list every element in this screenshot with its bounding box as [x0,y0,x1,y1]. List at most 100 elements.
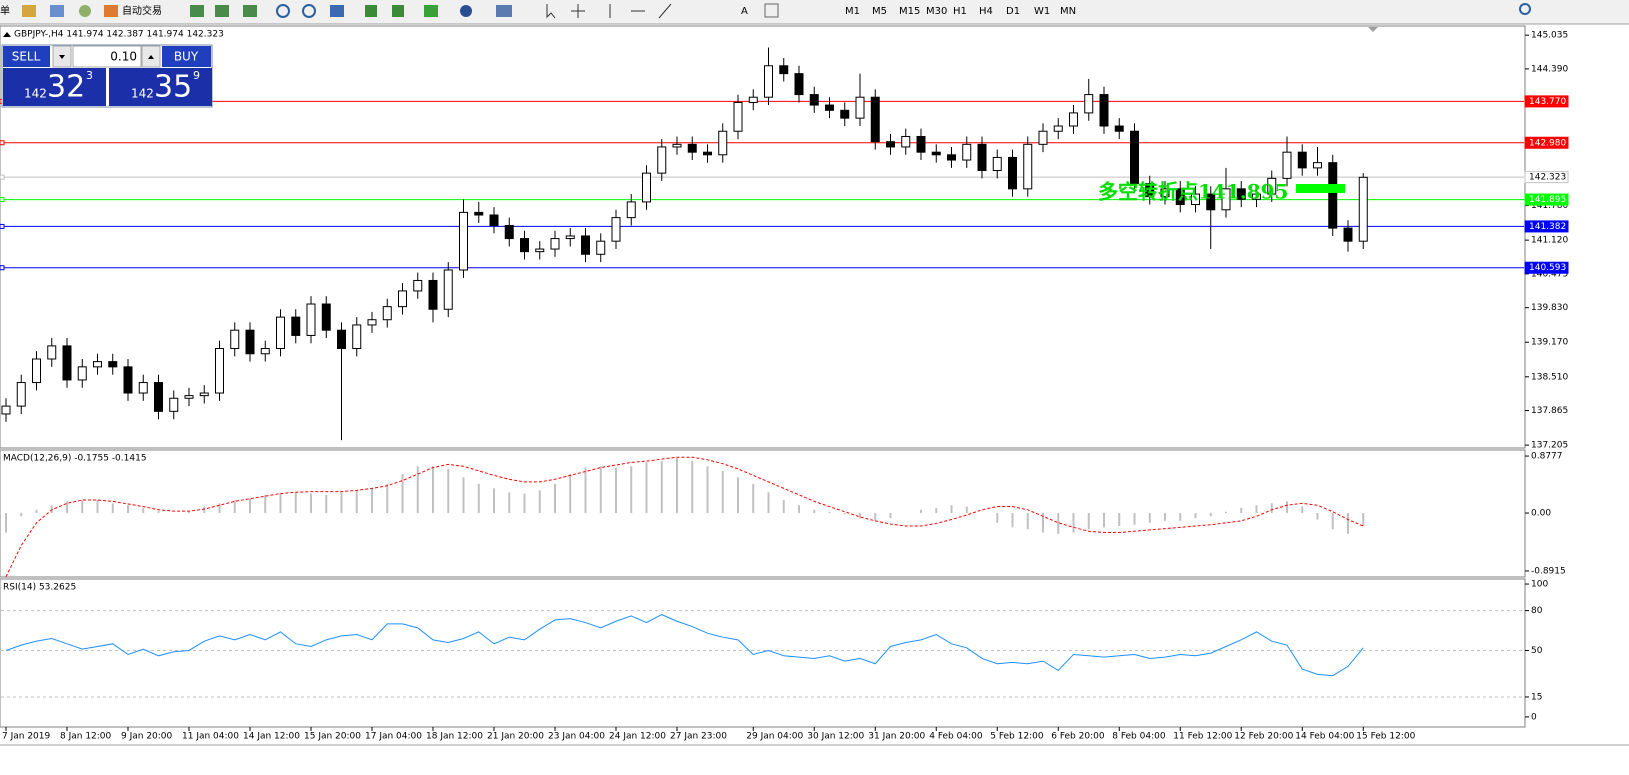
sell-fraction[interactable]: 3 [86,69,93,82]
y-tick-label: 141.120 [1531,236,1568,246]
candle-body [1191,193,1200,206]
level-label-box [1524,136,1569,149]
toolbar [0,0,1629,24]
timeframe[interactable]: M1 [845,6,860,17]
buy-button[interactable] [162,46,211,67]
candle-body [657,146,667,174]
lot-value[interactable]: 0.10 [110,50,137,64]
candle-body [245,329,255,355]
panel-icon [3,32,11,37]
timeframe[interactable]: D1 [1006,6,1020,17]
candle-body [428,279,438,310]
candle-body [291,316,301,336]
candle-body [1,405,11,415]
level-handle [0,174,5,180]
candle-body [962,143,972,161]
panel-title: RSI(14) 53.2625 [3,583,76,593]
x-tick-label: 18 Jan 12:00 [426,732,483,742]
candle-body [32,358,41,384]
candle-body [1297,151,1307,169]
candle-body [367,319,377,326]
buy-pips[interactable]: 35 [154,70,192,105]
timeframe[interactable]: M30 [926,6,947,17]
level-handle [0,140,5,146]
price-panel [0,25,1526,449]
y-tick-label: 50 [1531,646,1543,656]
toolbar-icons [22,3,1531,19]
lot-input[interactable] [72,45,142,68]
marker [1296,184,1345,193]
buy-label[interactable]: BUY [174,50,199,64]
icon [1519,3,1531,15]
timeframe[interactable]: W1 [1034,6,1050,17]
candle-body [489,214,499,226]
icon [330,5,344,17]
candle-body [1313,162,1322,169]
candle-body [764,65,773,98]
candle-body [1099,94,1109,127]
icon [104,5,118,17]
arrow [148,55,154,59]
candle-body [1358,176,1368,242]
buy-prefix[interactable]: 142 [131,87,154,101]
candle-body [443,269,453,310]
candle-body [1053,125,1063,132]
candle-body [1160,188,1170,198]
candle-body [642,172,651,203]
icon [460,5,472,17]
y-tick-label: 0 [1531,712,1537,722]
level-label: 140.593 [1529,263,1566,273]
candle-body [581,235,590,255]
buy-price-box[interactable] [109,68,212,106]
arrow [59,55,65,59]
auto-trading[interactable]: 自动交易 [122,4,162,17]
plots: GBPJPY-,H4 141.974 142.387 141.974 142.3… [0,30,1569,742]
level-handle [0,265,5,271]
candle-body [931,151,941,156]
candle-body [596,240,606,255]
x-tick-label: 11 Feb 12:00 [1173,732,1232,742]
candle-body [459,211,468,271]
x-tick-label: 8 Feb 04:00 [1112,732,1166,742]
y-tick-label: 144.390 [1531,64,1568,74]
level-label: 142.323 [1529,173,1566,183]
sell-button[interactable] [3,46,50,67]
x-tick-label: 6 Feb 20:00 [1051,732,1105,742]
icon [79,5,91,17]
candle-body [199,392,209,397]
sell-pips[interactable]: 32 [47,70,85,105]
candle-body [1175,188,1185,206]
y-tick-label: 0.8777 [1531,452,1563,462]
candle-body [1145,183,1155,198]
text-tool[interactable]: A [741,6,748,17]
timeframe[interactable]: M15 [899,6,920,17]
icon [243,5,257,17]
candle-body [825,104,834,111]
candle-body [16,382,26,407]
candle-body [535,248,545,253]
y-tick-label: 138.510 [1531,372,1568,382]
candle-body [337,329,346,350]
timeframe[interactable]: H4 [979,6,993,17]
panel-title: GBPJPY-,H4 141.974 142.387 141.974 142.3… [14,30,224,40]
sell-label[interactable]: SELL [12,50,41,64]
timeframe[interactable]: M5 [872,6,887,17]
timeframe[interactable]: MN [1060,6,1076,17]
timeframe[interactable]: H1 [953,6,967,17]
candle-body [276,316,285,350]
buy-fraction[interactable]: 9 [193,69,200,82]
x-tick-label: 8 Jan 12:00 [60,732,112,742]
sell-prefix[interactable]: 142 [24,87,47,101]
candle-body [733,101,743,132]
candle-body [977,143,987,172]
candle-body [1008,156,1017,190]
icon [609,3,672,19]
candle-body [413,279,423,292]
candle-body [93,361,102,368]
y-tick-label: 140.475 [1531,269,1568,279]
signal-line [5,456,1364,577]
candle-body [398,290,407,308]
candle-body [138,382,148,394]
icon [424,5,438,17]
sell-price-box[interactable] [3,68,106,106]
